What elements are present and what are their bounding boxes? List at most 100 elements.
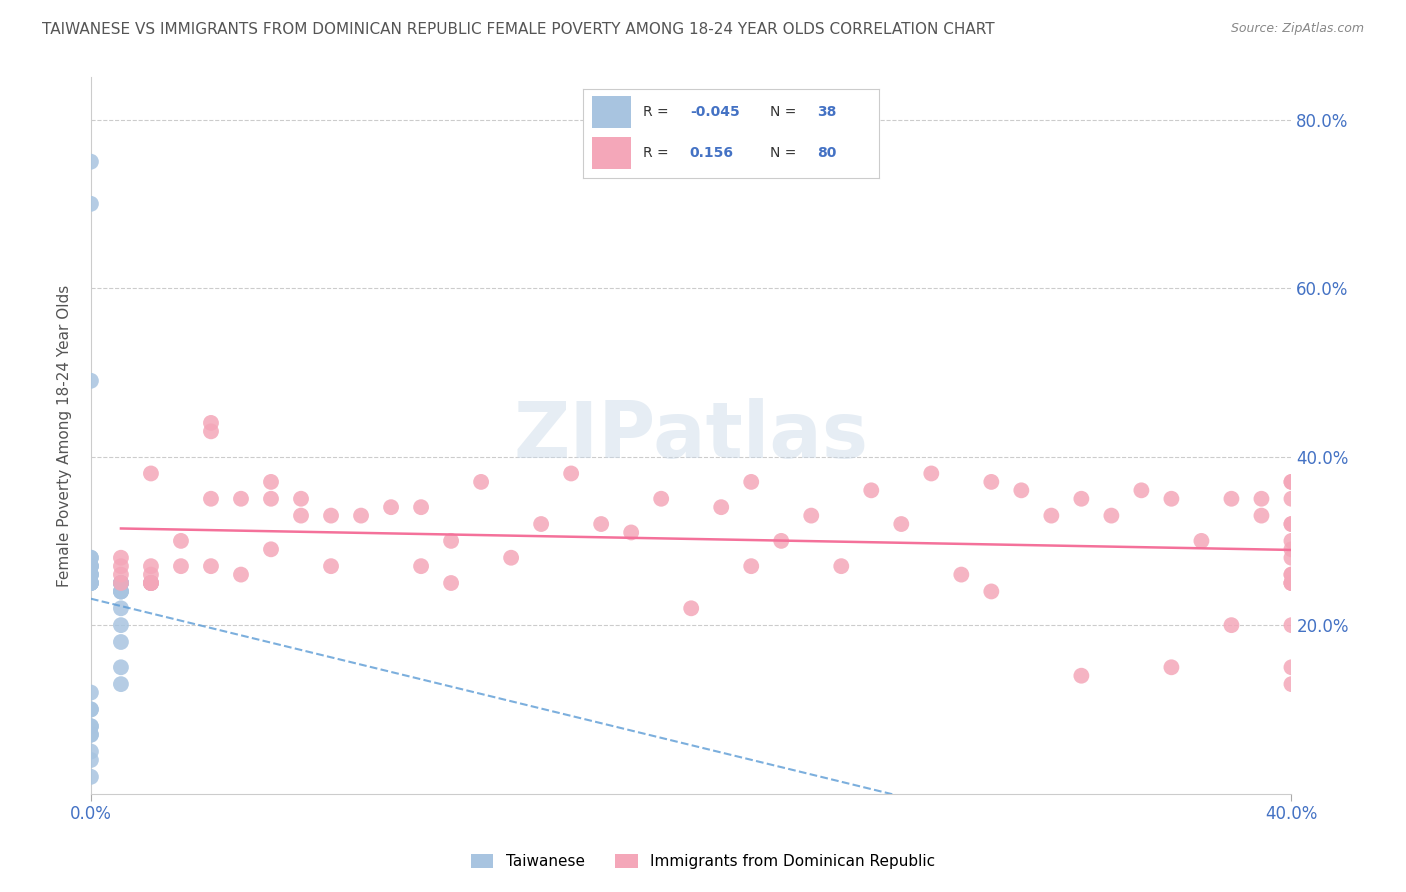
Point [110,576,132,591]
Point [1281,576,1303,591]
Point [1281,576,1303,591]
Point [770,533,793,548]
Point [80,197,103,211]
Point [530,516,553,531]
Point [1281,542,1303,557]
Point [110,576,132,591]
Point [890,516,912,531]
Y-axis label: Female Poverty Among 18-24 Year Olds: Female Poverty Among 18-24 Year Olds [58,285,72,587]
Point [380,500,402,515]
Point [139,576,162,591]
Point [1160,660,1182,674]
Point [139,467,162,481]
Point [681,601,703,615]
Point [80,728,103,742]
Point [1160,491,1182,506]
Point [139,559,162,574]
Point [80,154,103,169]
Point [501,550,523,565]
Point [110,618,132,632]
Point [80,576,103,591]
Point [110,550,132,565]
Point [139,576,162,591]
Legend: Taiwanese, Immigrants from Dominican Republic: Taiwanese, Immigrants from Dominican Rep… [464,848,942,875]
Point [200,491,222,506]
Point [560,467,582,481]
Point [110,584,132,599]
Point [1220,491,1243,506]
Point [1281,618,1303,632]
Point [1281,516,1303,531]
Point [319,508,342,523]
Text: 38: 38 [817,105,837,120]
Point [440,576,463,591]
Text: -0.045: -0.045 [690,105,740,120]
Point [860,483,883,498]
Point [139,576,162,591]
Point [110,584,132,599]
Point [80,567,103,582]
Point [80,770,103,784]
Point [440,533,463,548]
Point [200,559,222,574]
Point [290,508,312,523]
Point [710,500,733,515]
Point [80,374,103,388]
Text: 0.156: 0.156 [690,146,734,161]
Point [80,745,103,759]
Point [170,533,193,548]
Point [110,567,132,582]
Point [1010,483,1032,498]
Text: R =: R = [643,105,672,120]
Point [1281,550,1303,565]
Point [1281,567,1303,582]
Point [290,491,312,506]
Point [1099,508,1122,523]
Point [1281,677,1303,691]
Point [110,660,132,674]
FancyBboxPatch shape [592,96,631,128]
Point [319,559,342,574]
Point [80,559,103,574]
Point [80,559,103,574]
Point [80,576,103,591]
Point [80,567,103,582]
Point [740,475,762,489]
Point [1281,516,1303,531]
Point [409,500,432,515]
Point [1281,576,1303,591]
Point [110,677,132,691]
Point [80,719,103,733]
Point [170,559,193,574]
Point [110,576,132,591]
Point [80,576,103,591]
Text: TAIWANESE VS IMMIGRANTS FROM DOMINICAN REPUBLIC FEMALE POVERTY AMONG 18-24 YEAR : TAIWANESE VS IMMIGRANTS FROM DOMINICAN R… [42,22,995,37]
Point [1040,508,1063,523]
Point [1189,533,1212,548]
Point [1281,533,1303,548]
Text: 80: 80 [817,146,837,161]
Point [80,550,103,565]
Point [110,584,132,599]
Point [80,576,103,591]
Point [980,584,1002,599]
Point [200,425,222,439]
Point [980,475,1002,489]
Point [80,550,103,565]
Point [1070,669,1092,683]
Point [1281,567,1303,582]
Point [260,542,283,557]
Point [1250,491,1272,506]
Point [620,525,643,540]
Point [260,491,283,506]
Point [950,567,973,582]
Point [1130,483,1153,498]
Point [1281,475,1303,489]
Point [740,559,762,574]
Point [650,491,672,506]
Point [830,559,852,574]
Point [229,491,252,506]
Point [1281,660,1303,674]
Point [200,416,222,430]
Text: N =: N = [769,105,800,120]
